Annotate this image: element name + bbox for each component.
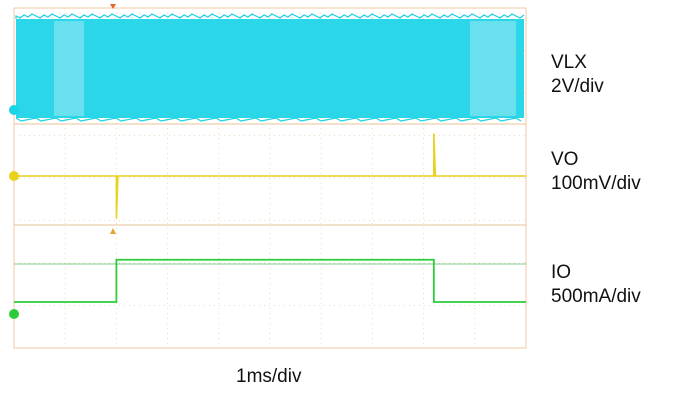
vlx-scale: 2V/div bbox=[551, 76, 604, 97]
io-trace bbox=[14, 258, 526, 303]
channel-lines bbox=[14, 123, 526, 265]
waveforms bbox=[14, 13, 526, 303]
vo-channel-name: VO bbox=[551, 149, 579, 170]
trigger-level-marker bbox=[110, 228, 116, 234]
io-ground-marker bbox=[9, 309, 19, 319]
trigger-position-marker bbox=[110, 4, 116, 9]
vlx-label: VLX 2V/div bbox=[551, 51, 604, 99]
vlx-channel-name: VLX bbox=[551, 52, 587, 73]
io-scale: 500mA/div bbox=[551, 286, 641, 307]
io-label: IO 500mA/div bbox=[551, 261, 641, 309]
vlx-burst-region bbox=[54, 21, 84, 116]
vo-scale: 100mV/div bbox=[551, 173, 641, 194]
vo-trace bbox=[14, 133, 526, 219]
oscilloscope-plot bbox=[9, 4, 527, 349]
vlx-switching-band bbox=[16, 19, 524, 118]
x-axis-label: 1ms/div bbox=[236, 366, 302, 387]
vlx-ground-marker bbox=[9, 105, 19, 115]
vo-label: VO 100mV/div bbox=[551, 148, 641, 196]
channel-markers bbox=[9, 4, 116, 319]
vlx-trace-bottom-edge bbox=[15, 117, 522, 122]
vlx-trace-top-edge bbox=[15, 13, 525, 19]
io-channel-name: IO bbox=[551, 262, 572, 283]
vo-ground-marker bbox=[9, 171, 19, 181]
vlx-burst-region bbox=[470, 21, 516, 116]
